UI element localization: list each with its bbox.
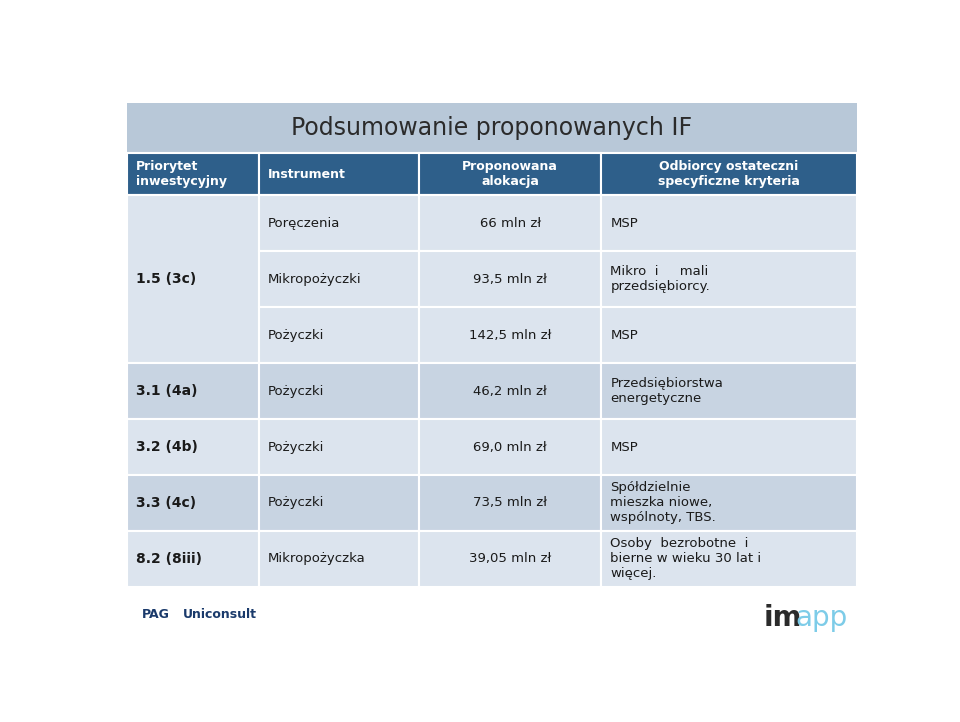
Text: MSP: MSP — [611, 329, 638, 342]
Text: Priorytet
inwestycyjny: Priorytet inwestycyjny — [136, 160, 228, 188]
Bar — [420, 195, 601, 251]
Text: Mikro  i     mali
przedsiębiorcy.: Mikro i mali przedsiębiorcy. — [611, 265, 710, 293]
Bar — [258, 363, 420, 419]
Bar — [420, 307, 601, 363]
Bar — [601, 363, 856, 419]
Bar — [258, 531, 420, 587]
Text: Osoby  bezrobotne  i
bierne w wieku 30 lat i
więcej.: Osoby bezrobotne i bierne w wieku 30 lat… — [611, 537, 761, 580]
Text: Uniconsult: Uniconsult — [183, 608, 257, 622]
Text: 66 mln zł: 66 mln zł — [480, 217, 540, 230]
Bar — [420, 251, 601, 307]
Text: Mikropożyczki: Mikropożyczki — [268, 272, 361, 285]
Bar — [128, 153, 258, 195]
Bar — [420, 531, 601, 587]
Text: Pożyczki: Pożyczki — [268, 440, 324, 453]
Text: Pożyczki: Pożyczki — [268, 497, 324, 510]
Bar — [258, 195, 420, 251]
Bar — [258, 307, 420, 363]
Text: 93,5 mln zł: 93,5 mln zł — [473, 272, 547, 285]
Bar — [258, 475, 420, 531]
Text: Pożyczki: Pożyczki — [268, 385, 324, 398]
Text: 39,05 mln zł: 39,05 mln zł — [469, 552, 551, 565]
Text: Poręczenia: Poręczenia — [268, 217, 340, 230]
Text: Pożyczki: Pożyczki — [268, 329, 324, 342]
Bar — [420, 475, 601, 531]
Bar — [128, 475, 258, 531]
Text: 142,5 mln zł: 142,5 mln zł — [469, 329, 551, 342]
Bar — [420, 153, 601, 195]
Bar — [258, 419, 420, 475]
Bar — [128, 419, 258, 475]
Text: 69,0 mln zł: 69,0 mln zł — [473, 440, 547, 453]
Text: Mikropożyczka: Mikropożyczka — [268, 552, 366, 565]
Text: 1.5 (3c): 1.5 (3c) — [136, 272, 197, 286]
Text: 3.3 (4c): 3.3 (4c) — [136, 496, 197, 510]
Bar — [601, 153, 856, 195]
Text: Proponowana
alokacja: Proponowana alokacja — [463, 160, 558, 188]
Bar — [258, 153, 420, 195]
Bar — [128, 195, 258, 363]
Text: Instrument: Instrument — [268, 168, 346, 180]
Bar — [601, 531, 856, 587]
Text: MSP: MSP — [611, 440, 638, 453]
Bar — [601, 475, 856, 531]
Bar — [258, 251, 420, 307]
Text: 8.2 (8iii): 8.2 (8iii) — [136, 552, 203, 566]
Bar — [128, 103, 856, 153]
Text: 3.1 (4a): 3.1 (4a) — [136, 384, 198, 398]
Text: im: im — [763, 604, 802, 632]
Bar — [601, 251, 856, 307]
Text: MSP: MSP — [611, 217, 638, 230]
Bar — [420, 419, 601, 475]
Text: 3.2 (4b): 3.2 (4b) — [136, 440, 199, 454]
Bar — [420, 363, 601, 419]
Bar — [601, 307, 856, 363]
Text: 73,5 mln zł: 73,5 mln zł — [473, 497, 547, 510]
Bar — [128, 363, 258, 419]
Text: Spółdzielnie
mieszka niowe,
wspólnoty, TBS.: Spółdzielnie mieszka niowe, wspólnoty, T… — [611, 482, 716, 524]
Bar — [601, 419, 856, 475]
Text: app: app — [796, 604, 848, 632]
Text: Odbiorcy ostateczni
specyficzne kryteria: Odbiorcy ostateczni specyficzne kryteria — [658, 160, 800, 188]
Text: Podsumowanie proponowanych IF: Podsumowanie proponowanych IF — [292, 116, 692, 140]
Text: Przedsiębiorstwa
energetyczne: Przedsiębiorstwa energetyczne — [611, 377, 723, 405]
Text: 46,2 mln zł: 46,2 mln zł — [473, 385, 547, 398]
Bar — [128, 531, 258, 587]
Text: PAG: PAG — [142, 608, 170, 622]
Bar — [601, 195, 856, 251]
